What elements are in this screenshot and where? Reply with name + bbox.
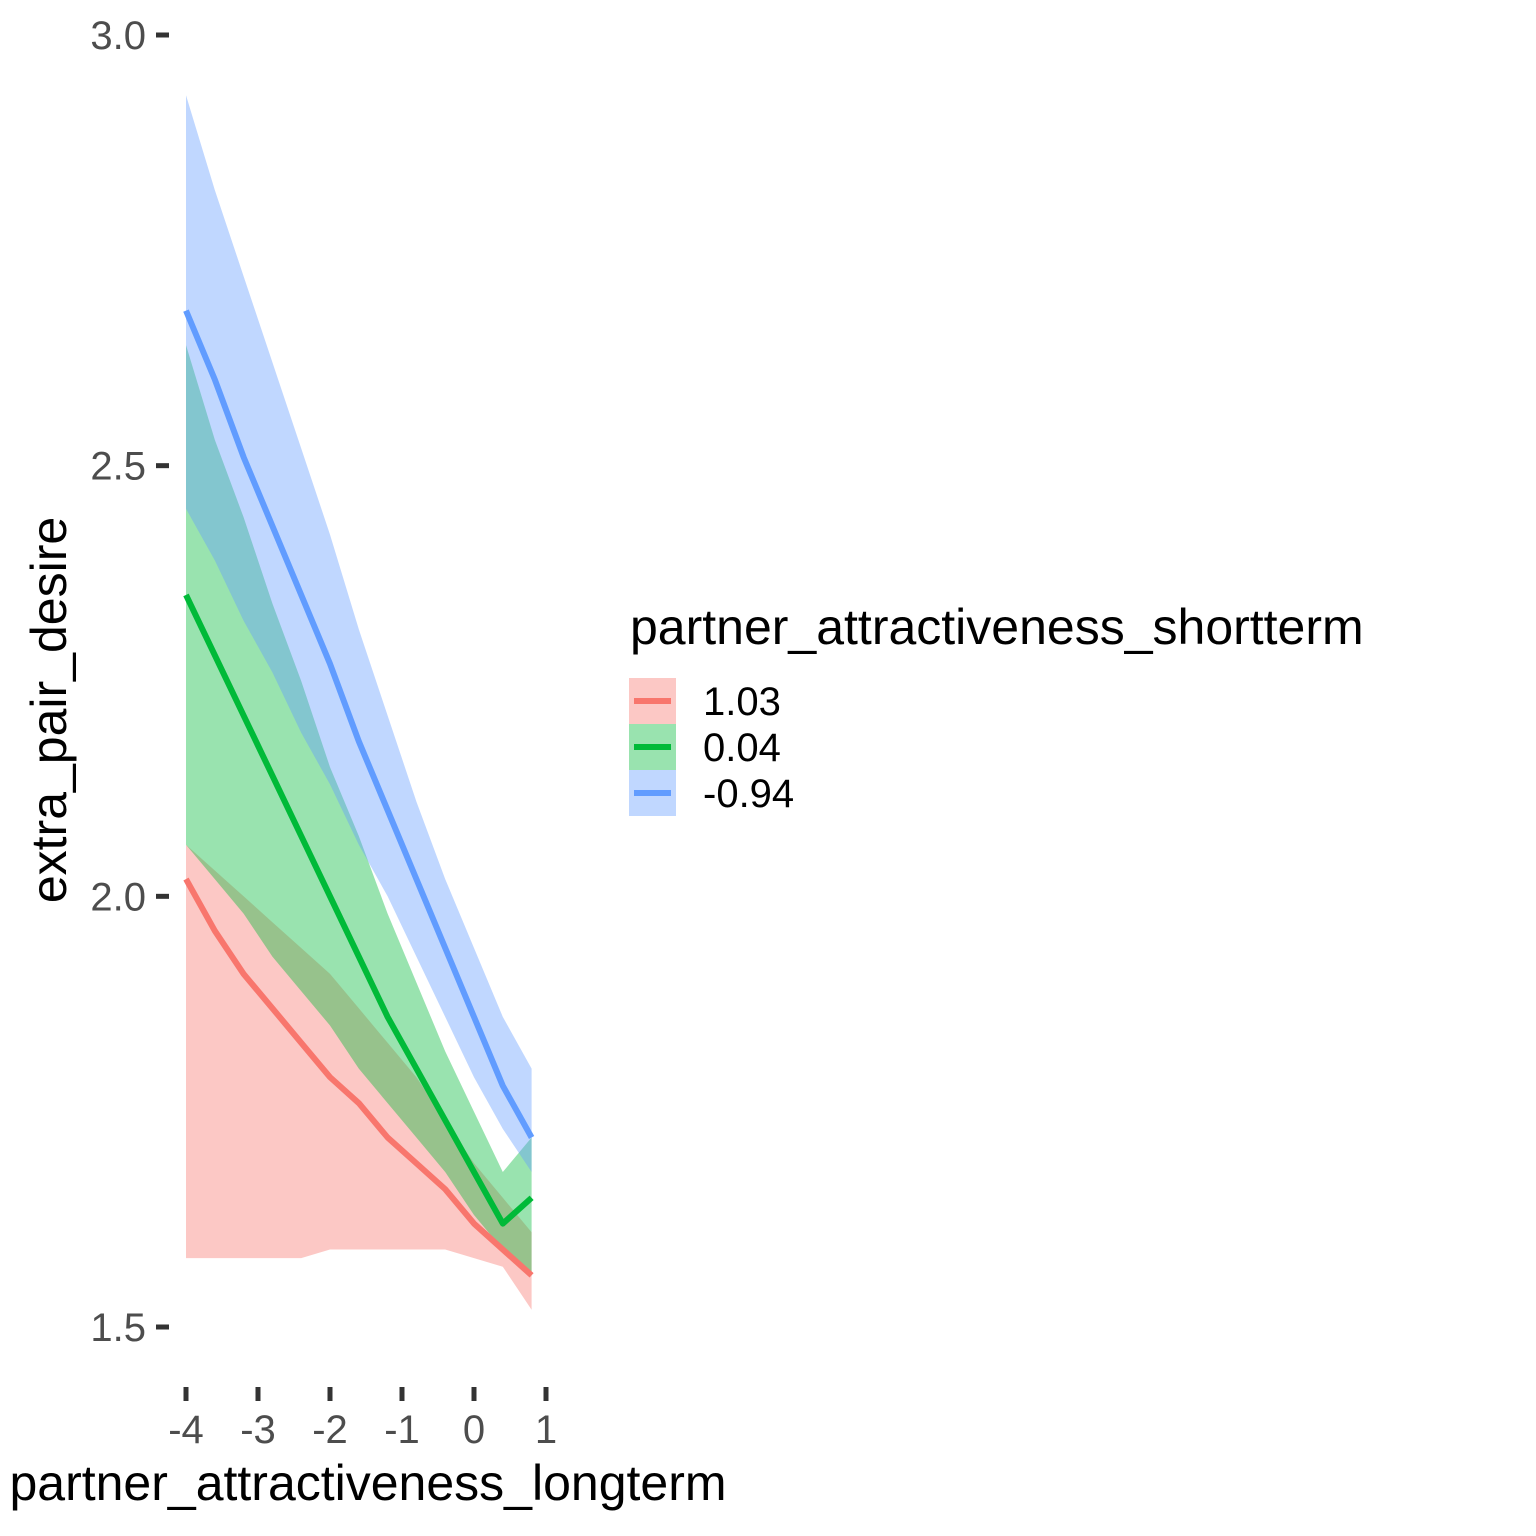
- confidence-band-1: [186, 345, 532, 1276]
- x-axis-title: partner_attractiveness_longterm: [9, 1455, 726, 1511]
- legend-title: partner_attractiveness_shortterm: [630, 599, 1364, 655]
- x-tick-label-4: 0: [463, 1408, 485, 1452]
- y-axis: 1.5 2.0 2.5 3.0: [90, 14, 169, 1350]
- legend: partner_attractiveness_shortterm 1.030.0…: [629, 599, 1364, 816]
- series-line-0: [183, 877, 534, 1278]
- x-tick-label-1: -3: [240, 1408, 276, 1452]
- y-axis-title: extra_pair_desire: [21, 517, 77, 903]
- confidence-band-2: [186, 95, 532, 1172]
- series-lines: [183, 309, 535, 1278]
- legend-label-1: 0.04: [703, 726, 781, 770]
- y-tick-label-1: 2.0: [90, 875, 146, 919]
- legend-label-2: -0.94: [703, 772, 794, 816]
- x-axis: -4 -3 -2 -1 0 1: [168, 1387, 557, 1452]
- y-tick-label-3: 3.0: [90, 14, 146, 58]
- y-tick-label-0: 1.5: [90, 1306, 146, 1350]
- x-tick-label-0: -4: [168, 1408, 204, 1452]
- x-tick-label-5: 1: [535, 1408, 557, 1452]
- x-tick-label-2: -2: [312, 1408, 348, 1452]
- x-tick-label-3: -1: [384, 1408, 420, 1452]
- series-line-2: [183, 309, 535, 1139]
- y-tick-label-2: 2.5: [90, 445, 146, 489]
- legend-label-0: 1.03: [703, 680, 781, 724]
- series-line-1: [183, 593, 534, 1227]
- legend-keys: 1.030.04-0.94: [629, 678, 794, 816]
